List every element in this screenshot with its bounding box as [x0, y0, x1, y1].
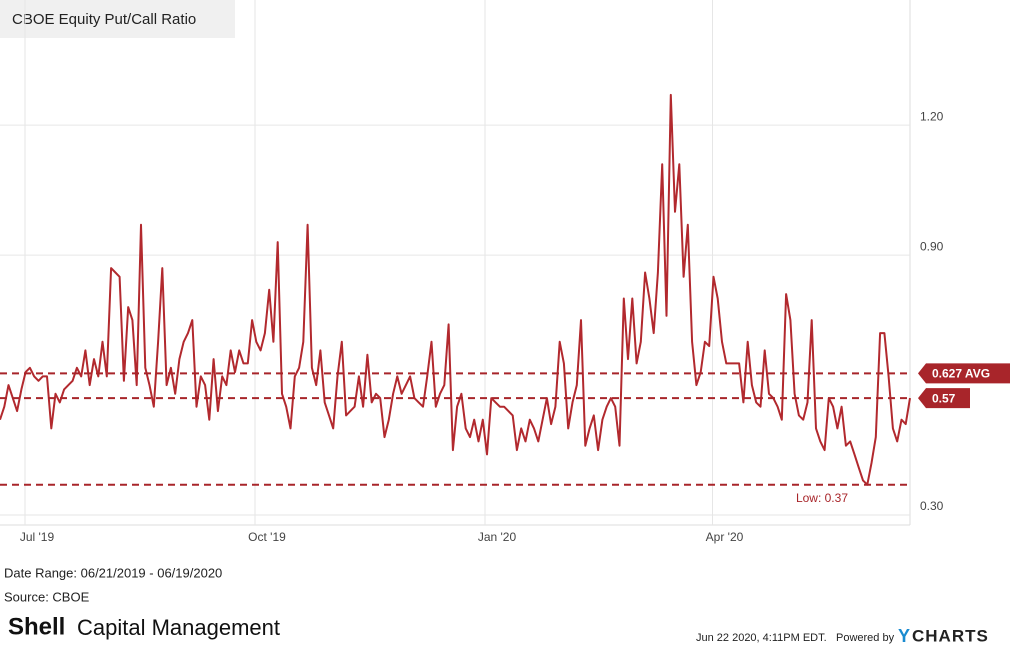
x-tick-label: Oct '19	[248, 530, 286, 544]
series-line	[0, 93, 911, 486]
brand-bold: Shell	[8, 613, 65, 640]
provider-mark: Y	[898, 626, 910, 646]
chart-title: CBOE Equity Put/Call Ratio	[12, 11, 196, 28]
source: Source: CBOE	[4, 589, 90, 604]
value-tag-label: 0.627 AVG	[932, 367, 990, 381]
reference-label: Low: 0.37	[796, 491, 848, 505]
x-tick-label: Apr '20	[706, 530, 744, 544]
brand-rest: Capital Management	[77, 615, 280, 640]
value-tag	[918, 363, 1010, 384]
x-tick-label: Jul '19	[20, 530, 55, 544]
x-tick-label: Jan '20	[478, 530, 517, 544]
value-tag	[918, 388, 970, 409]
powered-by: Powered by	[836, 632, 895, 644]
timestamp: Jun 22 2020, 4:11PM EDT.	[696, 632, 827, 644]
y-tick-label: 0.30	[920, 499, 944, 513]
provider-name: CHARTS	[912, 626, 989, 645]
title-box	[0, 0, 235, 38]
y-tick-label: 1.20	[920, 109, 944, 123]
date-range: Date Range: 06/21/2019 - 06/19/2020	[4, 565, 222, 580]
value-tag-label: 0.57	[932, 391, 956, 405]
y-tick-label: 0.90	[920, 239, 944, 253]
